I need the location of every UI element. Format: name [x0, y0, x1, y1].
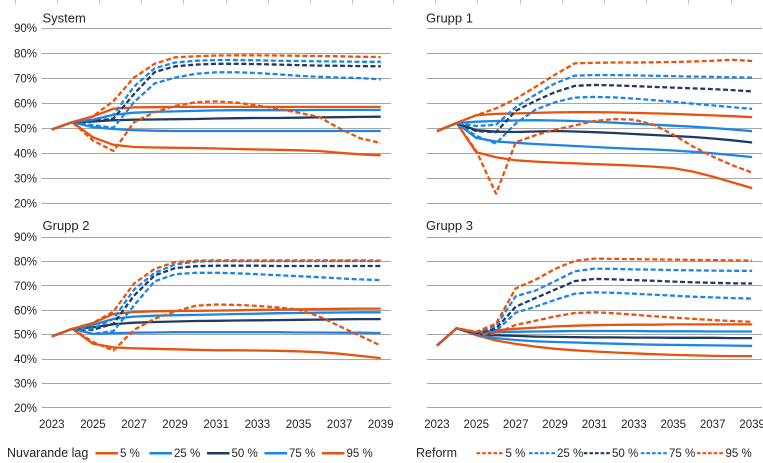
svg-text:Reform: Reform [416, 446, 457, 460]
svg-text:60%: 60% [14, 305, 37, 317]
svg-text:75 %: 75 % [669, 448, 695, 460]
svg-text:2027: 2027 [121, 419, 147, 431]
svg-text:50%: 50% [14, 124, 37, 136]
svg-text:2025: 2025 [80, 419, 106, 431]
svg-text:System: System [43, 11, 86, 26]
svg-text:2039: 2039 [368, 419, 394, 431]
svg-text:2025: 2025 [464, 419, 490, 431]
svg-text:50%: 50% [14, 330, 37, 342]
svg-text:95 %: 95 % [726, 448, 752, 460]
svg-text:2023: 2023 [424, 419, 450, 431]
svg-text:50 %: 50 % [232, 448, 258, 460]
svg-text:30%: 30% [14, 174, 37, 186]
svg-text:2035: 2035 [286, 419, 312, 431]
svg-text:Grupp 2: Grupp 2 [43, 218, 90, 233]
svg-text:95 %: 95 % [347, 448, 373, 460]
svg-text:5 %: 5 % [120, 448, 140, 460]
svg-text:20%: 20% [14, 199, 37, 211]
svg-text:Grupp 3: Grupp 3 [426, 218, 473, 233]
svg-text:2035: 2035 [661, 419, 687, 431]
svg-text:2031: 2031 [203, 419, 229, 431]
svg-text:80%: 80% [14, 257, 37, 269]
svg-text:2033: 2033 [621, 419, 647, 431]
svg-text:2037: 2037 [327, 419, 353, 431]
svg-text:90%: 90% [14, 23, 37, 35]
svg-text:30%: 30% [14, 378, 37, 390]
svg-text:2031: 2031 [582, 419, 608, 431]
svg-text:90%: 90% [14, 232, 37, 244]
svg-text:Grupp 1: Grupp 1 [426, 11, 473, 26]
svg-text:50 %: 50 % [612, 448, 638, 460]
svg-text:2033: 2033 [245, 419, 271, 431]
svg-text:2023: 2023 [39, 419, 65, 431]
svg-text:40%: 40% [14, 149, 37, 161]
svg-text:2039: 2039 [739, 419, 763, 431]
svg-text:70%: 70% [14, 281, 37, 293]
svg-text:40%: 40% [14, 354, 37, 366]
svg-text:2027: 2027 [503, 419, 529, 431]
svg-text:2037: 2037 [700, 419, 726, 431]
svg-text:2029: 2029 [162, 419, 188, 431]
svg-text:5 %: 5 % [506, 448, 526, 460]
svg-text:75 %: 75 % [289, 448, 315, 460]
svg-text:80%: 80% [14, 48, 37, 60]
svg-text:25 %: 25 % [557, 448, 583, 460]
svg-text:2029: 2029 [542, 419, 568, 431]
svg-text:70%: 70% [14, 73, 37, 85]
svg-text:25 %: 25 % [174, 448, 200, 460]
svg-text:60%: 60% [14, 98, 37, 110]
svg-text:20%: 20% [14, 403, 37, 415]
svg-text:Nuvarande lag: Nuvarande lag [7, 446, 88, 460]
